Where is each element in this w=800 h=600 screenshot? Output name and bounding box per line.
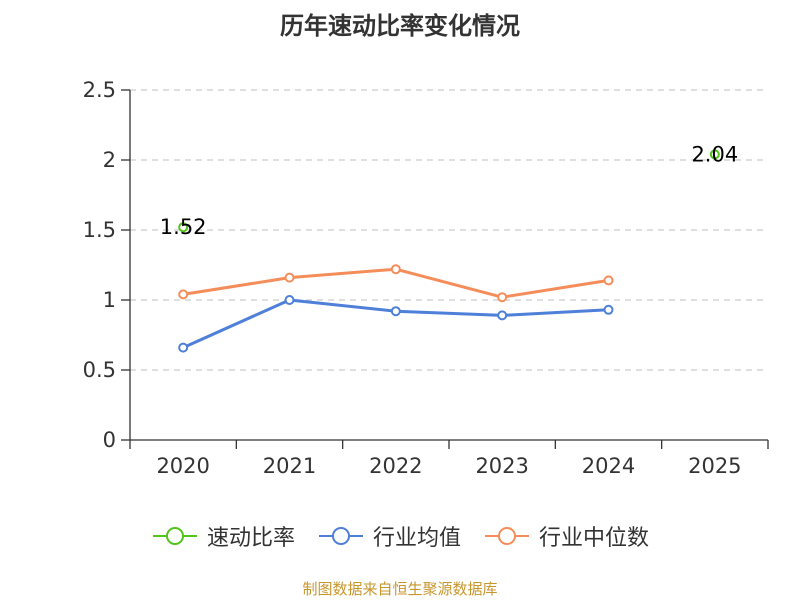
y-tick-label-4: 2: [103, 148, 116, 172]
x-tick-label-2023: 2023: [475, 454, 528, 478]
series-2-point-2022: [390, 264, 401, 275]
y-tick-label-5: 2.5: [83, 78, 116, 102]
series-2-point-2021: [284, 272, 295, 283]
series-2-point-2023: [497, 292, 508, 303]
legend-industry-average-label: 行业均值: [372, 526, 461, 551]
legend-item-quick-ratio[interactable]: 速动比率: [151, 520, 295, 552]
grid-lines: [130, 89, 768, 371]
series-layer: [178, 149, 720, 353]
legend-quick-ratio-icon: [152, 527, 197, 545]
series-1-point-2024: [603, 304, 614, 315]
legend-industry-average-icon: [318, 527, 363, 545]
legend-industry-median-marker: [498, 527, 516, 545]
x-tick-label-2024: 2024: [582, 454, 635, 478]
legend-quick-ratio-label: 速动比率: [206, 526, 295, 551]
series-1-point-2020: [178, 342, 189, 353]
y-tick-label-2: 1: [103, 288, 116, 312]
chart-title: 历年速动比率变化情况: [280, 12, 520, 40]
legend-quick-ratio-marker: [165, 527, 184, 545]
x-tick-label-2020: 2020: [156, 454, 209, 478]
series-0-label-2025: 2.04: [691, 142, 738, 166]
data-labels: 1.52 2.04: [160, 142, 738, 239]
series-1-point-2021: [284, 295, 295, 305]
series-1-point-2023: [497, 310, 508, 321]
x-tick-label-2022: 2022: [369, 454, 422, 478]
legend-industry-median-label: 行业中位数: [539, 526, 650, 551]
x-tick-label-2025: 2025: [688, 454, 741, 478]
series-1-point-2022: [390, 306, 401, 317]
legend-item-industry-average[interactable]: 行业均值: [317, 520, 461, 552]
legend-industry-median-icon: [485, 527, 529, 545]
series-2-point-2020: [178, 289, 189, 300]
series-0-point-2020: [178, 222, 189, 233]
series-0-point-2025: [709, 149, 720, 160]
legend: 速动比率 行业均值 行业中位数: [0, 520, 800, 552]
x-tick-label-2021: 2021: [263, 454, 316, 478]
y-tick-label-3: 1.5: [83, 218, 116, 242]
legend-item-industry-median[interactable]: 行业中位数: [483, 520, 649, 552]
series-2-point-2024: [603, 275, 614, 286]
source-note: 制图数据来自恒生聚源数据库: [302, 580, 498, 598]
legend-industry-average-marker: [331, 527, 350, 545]
y-tick-label-1: 0.5: [83, 358, 116, 382]
series-0-label-2020: 1.52: [160, 215, 207, 239]
y-tick-label-0: 0: [103, 428, 116, 452]
